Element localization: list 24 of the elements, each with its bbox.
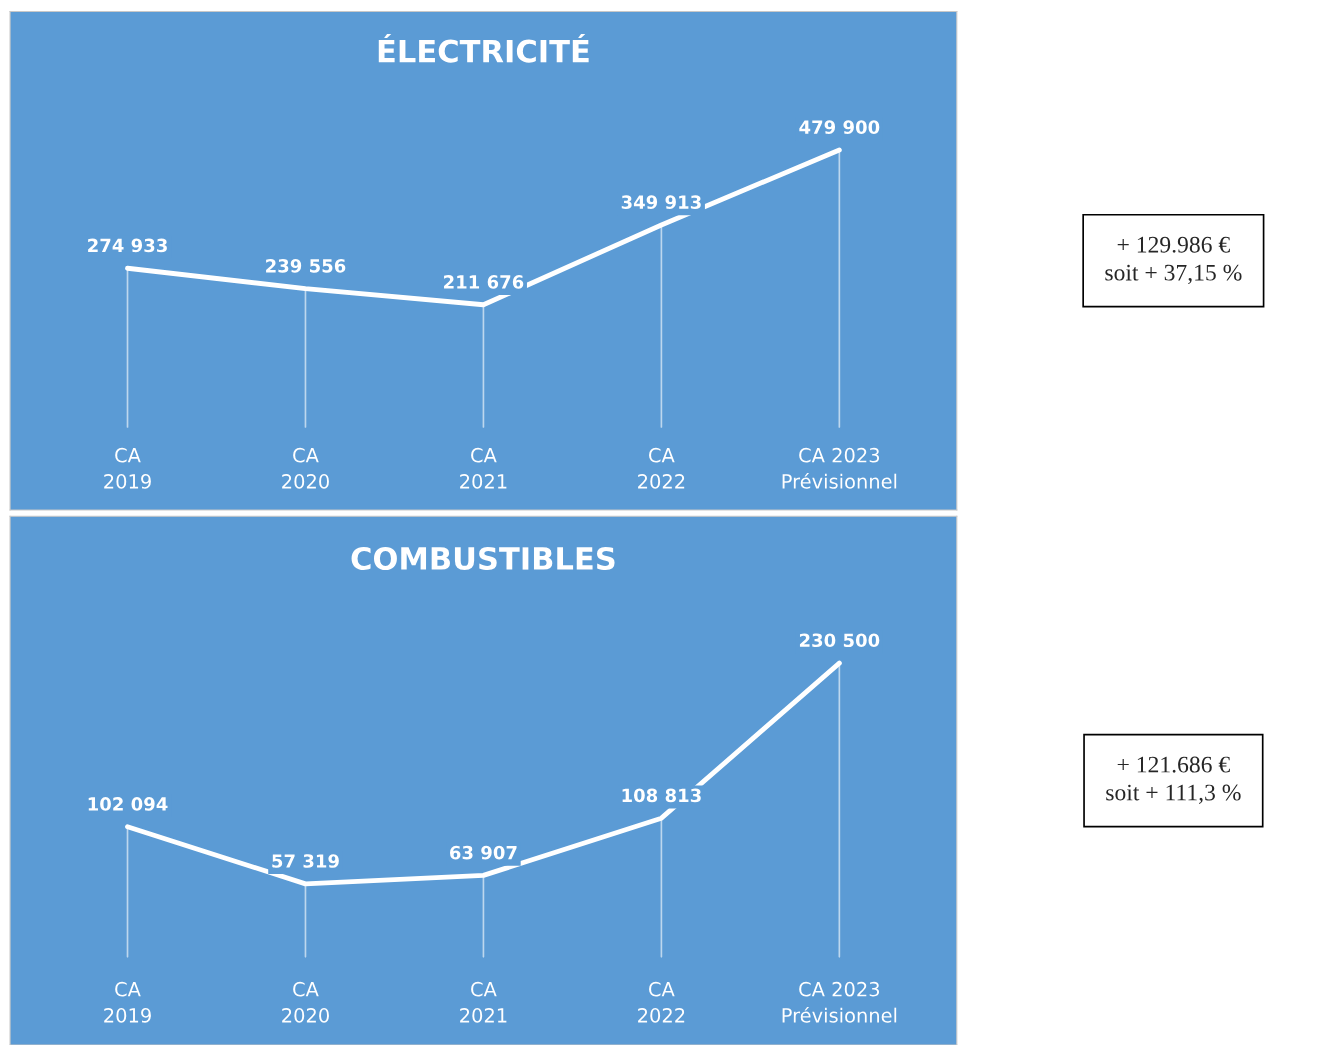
chart-title: ÉLECTRICITÉ <box>378 34 589 63</box>
x-tick-label: CA 2023 Prévisionnel <box>782 447 897 489</box>
x-tick-label: CA 2023 Prévisionnel <box>782 981 897 1023</box>
x-tick-label: CA 2019 <box>104 981 151 1023</box>
x-tick-label: CA 2020 <box>282 981 329 1023</box>
x-tick-label: CA 2019 <box>104 447 151 489</box>
x-tick-label: CA 2020 <box>282 447 329 489</box>
data-label: 479 900 <box>799 120 880 134</box>
x-tick-label: CA 2021 <box>460 447 507 489</box>
x-tick-label: CA 2022 <box>638 447 685 489</box>
data-label: 57 319 <box>272 854 339 868</box>
data-label: 63 907 <box>450 845 517 860</box>
x-tick-label: CA 2021 <box>460 981 507 1023</box>
data-label: 108 813 <box>622 788 701 803</box>
chart-title: COMBUSTIBLES <box>351 546 615 571</box>
text: + 121.686 € soit + 111,3 % <box>1106 756 1241 804</box>
data-label: 102 094 <box>88 797 168 811</box>
text: + 129.986 € soit + 37,15 % <box>1105 236 1242 285</box>
data-label: 239 556 <box>266 258 346 273</box>
data-label: 349 913 <box>621 195 701 209</box>
data-label: 211 676 <box>444 275 524 289</box>
x-tick-label: CA 2022 <box>638 981 685 1023</box>
data-label: 274 933 <box>88 238 167 253</box>
data-label: 230 500 <box>799 633 880 648</box>
